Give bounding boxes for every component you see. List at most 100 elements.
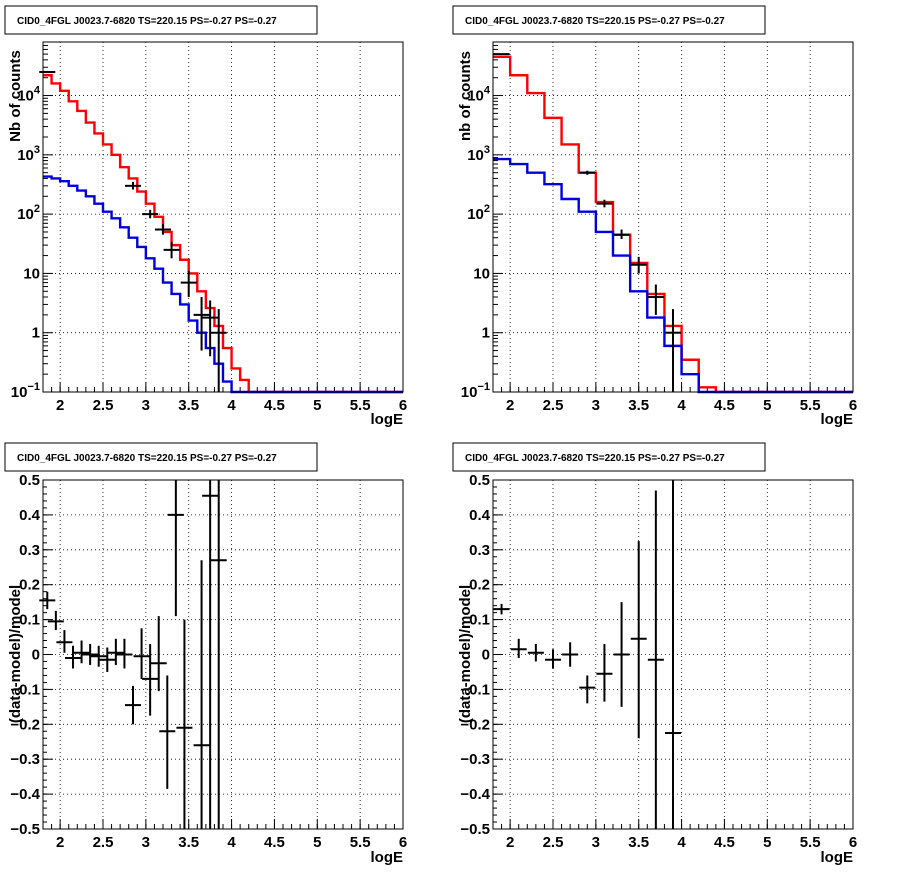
x-tick-label: 6 <box>849 397 857 414</box>
model-step-line-0 <box>43 74 403 394</box>
panel-bottom-right: 2 2.5 3 3.5 4 4.5 5 5.5 6 −0.5 −0.4 −0.3 −0.2 −0.1 0 0.… <box>452 442 857 866</box>
panel-top-right: 2 2.5 3 3.5 4 4.5 5 5.5 6 10−1 1 10 102 103 104 CID0_4F… <box>452 5 857 428</box>
y-tick-label: 0.1 <box>19 612 40 629</box>
x-tick-label: 2 <box>56 397 64 414</box>
y-tick-label: 0.5 <box>469 472 490 489</box>
x-tick-label: 2 <box>506 397 514 414</box>
y-tick-label: −0.1 <box>10 681 40 698</box>
x-tick-label: 4 <box>227 397 236 414</box>
plot-frame <box>42 41 404 393</box>
title-box <box>452 442 766 472</box>
y-axis-title: (data-model)/model <box>457 585 474 723</box>
panel-bottom-left: 2 2.5 3 3.5 4 4.5 5 5.5 6 −0.5 −0.4 −0.3 −0.2 −0.1 0 0.… <box>4 442 407 866</box>
x-tick-label: 4 <box>677 397 686 414</box>
x-tick-label: 3 <box>592 834 600 851</box>
model-step-line-0 <box>493 55 853 394</box>
y-tick-label: 104 <box>17 85 41 105</box>
x-tick-label: 3.5 <box>628 397 649 414</box>
title-box <box>4 5 318 35</box>
x-tick-label: 3 <box>592 397 600 414</box>
y-tick-label: −0.2 <box>460 716 490 733</box>
x-tick-label: 2 <box>56 834 64 851</box>
plot-frame <box>492 41 854 393</box>
x-tick-label: 3.5 <box>178 397 199 414</box>
y-tick-label: 10−1 <box>461 381 490 401</box>
x-tick-label: 3.5 <box>628 834 649 851</box>
x-tick-label: 4 <box>677 834 686 851</box>
x-tick-label: 5 <box>763 834 771 851</box>
y-tick-label: −0.4 <box>10 786 40 803</box>
y-tick-label: 0.2 <box>469 577 490 594</box>
y-tick-label: −0.3 <box>10 751 40 768</box>
y-tick-label: 0 <box>482 647 490 664</box>
x-tick-label: 6 <box>849 834 857 851</box>
chart-title: CID0_4FGL J0023.7-6820 TS=220.15 PS=-0.2… <box>17 16 277 27</box>
x-tick-label: 2.5 <box>93 834 114 851</box>
x-tick-label: 4.5 <box>714 834 735 851</box>
x-tick-label: 5.5 <box>800 834 821 851</box>
chart-title: CID0_4FGL J0023.7-6820 TS=220.15 PS=-0.2… <box>465 16 725 27</box>
x-tick-label: 2.5 <box>93 397 114 414</box>
chart-title: CID0_4FGL J0023.7-6820 TS=220.15 PS=-0.2… <box>465 453 725 464</box>
plot-frame <box>42 479 404 830</box>
x-axis-title: logE <box>821 849 854 866</box>
y-tick-label: 10 <box>473 265 490 282</box>
plot-frame <box>492 479 854 830</box>
y-tick-label: 0.4 <box>469 507 491 524</box>
y-axis-title: nb of counts <box>457 51 474 141</box>
y-tick-label: 102 <box>467 203 490 223</box>
x-tick-label: 5.5 <box>800 397 821 414</box>
x-tick-label: 2.5 <box>543 397 564 414</box>
x-tick-label: 4.5 <box>264 397 285 414</box>
title-box <box>452 5 766 35</box>
y-tick-label: 1 <box>32 325 40 342</box>
x-tick-label: 3.5 <box>178 834 199 851</box>
x-axis-title: logE <box>821 411 854 428</box>
y-tick-label: −0.2 <box>10 716 40 733</box>
model-step-line-1 <box>43 175 403 394</box>
y-tick-label: 104 <box>467 85 491 105</box>
title-box <box>4 442 318 472</box>
y-tick-label: 0.3 <box>469 542 490 559</box>
x-tick-label: 5 <box>313 397 321 414</box>
y-tick-label: −0.1 <box>460 681 490 698</box>
x-tick-label: 4.5 <box>264 834 285 851</box>
y-tick-label: −0.5 <box>10 821 40 838</box>
chart-title: CID0_4FGL J0023.7-6820 TS=220.15 PS=-0.2… <box>17 453 277 464</box>
x-tick-label: 5 <box>313 834 321 851</box>
x-tick-label: 4 <box>227 834 236 851</box>
x-tick-label: 6 <box>399 834 407 851</box>
y-tick-label: 0.1 <box>469 612 490 629</box>
y-tick-label: 103 <box>17 144 40 164</box>
x-axis-title: logE <box>371 849 404 866</box>
x-tick-label: 2.5 <box>543 834 564 851</box>
y-tick-label: 103 <box>467 144 490 164</box>
y-tick-label: 0 <box>32 647 40 664</box>
x-tick-label: 3 <box>142 397 150 414</box>
y-tick-label: 102 <box>17 203 40 223</box>
y-tick-label: 10−1 <box>11 381 40 401</box>
panel-top-left: 2 2.5 3 3.5 4 4.5 5 5.5 6 10−1 1 10 102 103 104 CID0_4F… <box>4 5 407 428</box>
x-tick-label: 6 <box>399 397 407 414</box>
x-tick-label: 4.5 <box>714 397 735 414</box>
x-axis-title: logE <box>371 411 404 428</box>
y-tick-label: 0.5 <box>19 472 40 489</box>
x-tick-label: 5 <box>763 397 771 414</box>
model-step-line-1 <box>493 157 853 394</box>
y-axis-title: Nb of counts <box>7 50 24 142</box>
y-tick-label: 0.4 <box>19 507 41 524</box>
x-tick-label: 2 <box>506 834 514 851</box>
y-tick-label: 0.2 <box>19 577 40 594</box>
x-tick-label: 5.5 <box>350 397 371 414</box>
y-tick-label: −0.4 <box>460 786 490 803</box>
x-tick-label: 3 <box>142 834 150 851</box>
y-tick-label: 1 <box>482 325 490 342</box>
y-tick-label: −0.5 <box>460 821 490 838</box>
y-axis-title: (data-model)/model <box>7 585 24 723</box>
y-tick-label: 0.3 <box>19 542 40 559</box>
y-tick-label: −0.3 <box>460 751 490 768</box>
x-tick-label: 5.5 <box>350 834 371 851</box>
y-tick-label: 10 <box>23 265 40 282</box>
